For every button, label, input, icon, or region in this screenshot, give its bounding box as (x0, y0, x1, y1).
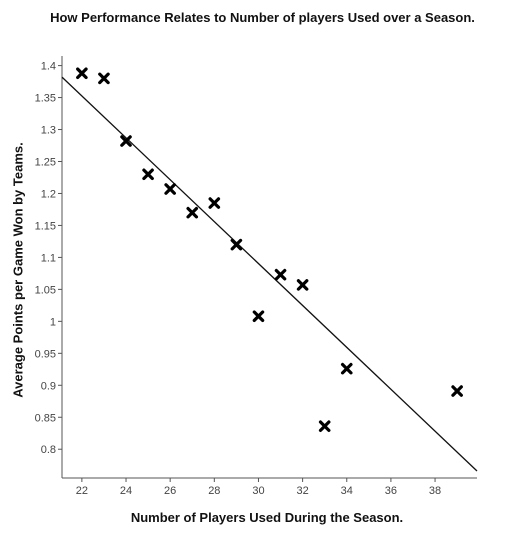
data-point (274, 268, 287, 281)
data-point (142, 168, 154, 181)
y-tick-label: 1.3 (41, 125, 56, 137)
y-tick-label: 0.95 (35, 348, 56, 360)
y-tick-label: 0.85 (35, 412, 56, 424)
data-point (208, 197, 221, 209)
y-tick-label: 1.2 (41, 188, 56, 200)
y-tick-label: 0.8 (41, 444, 56, 456)
x-tick-label: 38 (429, 485, 441, 497)
data-point (230, 238, 243, 251)
y-tick-label: 0.9 (41, 380, 56, 392)
y-tick-label: 1.05 (35, 284, 56, 296)
data-point (120, 135, 132, 147)
y-tick-label: 1.25 (35, 157, 56, 169)
y-tick-label: 1.4 (41, 61, 56, 73)
x-tick-label: 36 (385, 485, 397, 497)
x-tick-label: 28 (208, 485, 220, 497)
x-tick-label: 22 (76, 485, 88, 497)
y-tick-label: 1 (50, 316, 56, 328)
x-tick-label: 34 (341, 485, 353, 497)
data-point (451, 385, 463, 397)
x-axis-label: Number of Players Used During the Season… (130, 510, 404, 525)
data-point (296, 279, 309, 291)
trend-line (61, 76, 478, 472)
y-tick-label: 1.15 (35, 220, 56, 232)
data-point (318, 420, 331, 433)
y-tick-label: 1.1 (41, 252, 56, 264)
x-tick-label: 32 (296, 485, 308, 497)
data-point (252, 310, 265, 323)
x-tick-label: 30 (252, 485, 264, 497)
x-tick-label: 24 (120, 485, 132, 497)
data-point (98, 72, 110, 85)
data-point (340, 362, 353, 375)
data-point (164, 183, 176, 195)
y-tick-label: 1.35 (35, 93, 56, 105)
data-point (76, 67, 88, 80)
chart-title: How Performance Relates to Number of pla… (50, 10, 475, 25)
x-tick-label: 26 (164, 485, 176, 497)
data-point (186, 206, 199, 219)
